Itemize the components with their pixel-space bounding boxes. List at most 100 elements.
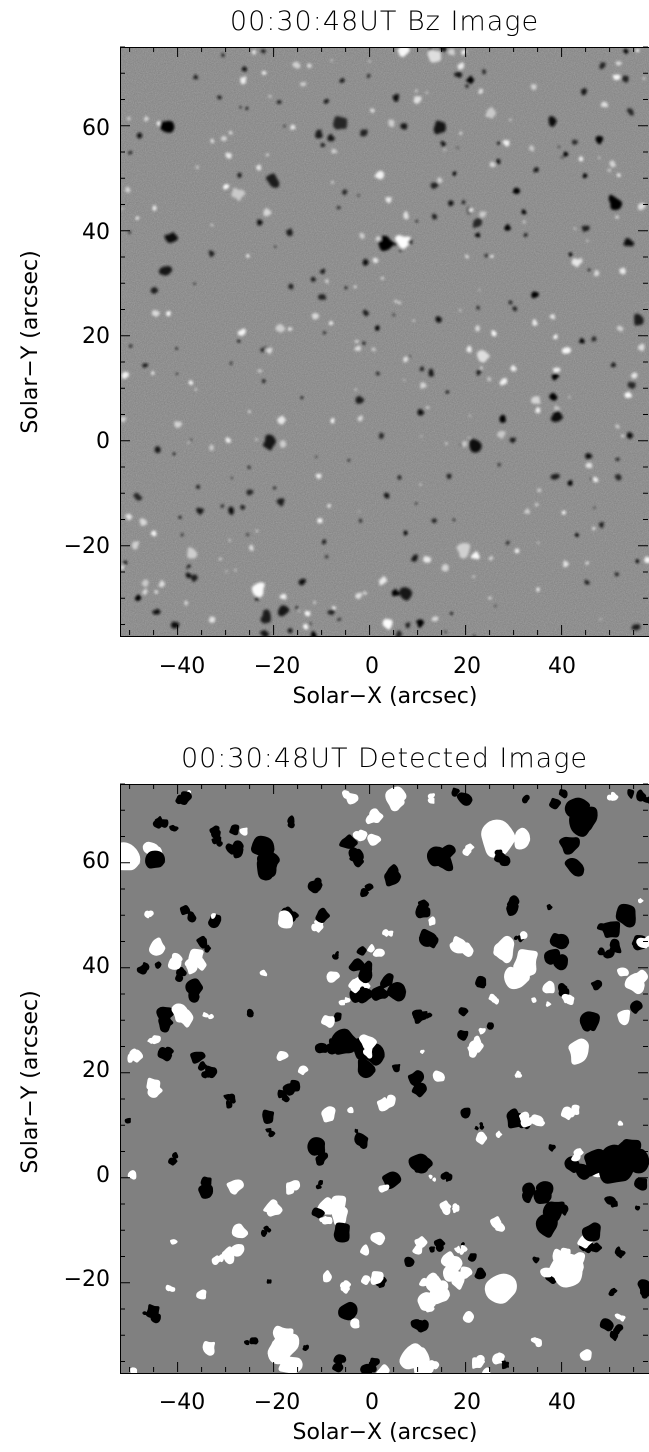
detected-positive-feature (385, 786, 408, 812)
negative-flux-element (336, 206, 341, 210)
detected-negative-feature (391, 1064, 401, 1073)
positive-flux-element (472, 575, 475, 578)
detected-positive-feature (376, 1364, 391, 1373)
positive-flux-element (585, 561, 590, 565)
negative-flux-element (635, 559, 639, 564)
detected-negative-feature (190, 1051, 209, 1071)
positive-flux-element (357, 415, 363, 422)
negative-flux-element (193, 74, 199, 80)
positive-flux-element (431, 616, 439, 622)
positive-flux-element (324, 279, 329, 284)
negative-flux-element (196, 484, 200, 489)
detected-negative-feature (608, 1287, 618, 1297)
detected-negative-feature (521, 794, 530, 804)
positive-flux-element (644, 556, 649, 564)
positive-flux-element (225, 152, 232, 159)
detected-negative-feature (501, 1360, 510, 1370)
positive-flux-element (510, 364, 518, 372)
y-axis-label: Solar−Y (arcsec) (18, 990, 43, 1173)
detected-negative-feature (175, 967, 187, 982)
detected-positive-feature (519, 931, 528, 940)
negative-flux-element (341, 189, 349, 196)
detected-features-graphic (121, 785, 649, 1373)
negative-flux-element (265, 173, 280, 188)
detected-image-panel: 00:30:48UT Detected Image −40 −20 0 20 4… (0, 736, 649, 1452)
detected-positive-feature (614, 1313, 626, 1322)
detected-positive-feature (367, 944, 386, 957)
negative-flux-element (158, 266, 173, 276)
positive-flux-element (237, 328, 246, 336)
positive-flux-element (561, 347, 572, 354)
negative-flux-element (508, 300, 513, 305)
detected-negative-feature (475, 975, 487, 989)
detected-positive-feature (428, 1174, 437, 1182)
negative-flux-element (433, 120, 446, 135)
negative-flux-element (220, 504, 225, 508)
detected-positive-feature (341, 790, 359, 805)
positive-flux-element (210, 138, 215, 144)
negative-flux-element (374, 325, 380, 331)
y-tick-label: 60 (82, 849, 110, 874)
positive-flux-element (523, 508, 530, 515)
negative-flux-element (440, 140, 446, 146)
negative-flux-element (217, 95, 222, 100)
negative-flux-element (473, 634, 476, 636)
positive-flux-element (142, 588, 148, 595)
positive-flux-element (382, 618, 393, 630)
detected-negative-feature (307, 877, 323, 894)
y-tick-label: 20 (82, 1058, 110, 1083)
detected-negative-feature (581, 1222, 601, 1242)
negative-flux-element (560, 156, 564, 159)
detected-positive-feature (579, 1349, 592, 1361)
positive-flux-element (585, 462, 593, 469)
negative-flux-element (175, 347, 178, 350)
detected-negative-feature (590, 1242, 603, 1253)
positive-flux-element (552, 367, 561, 373)
bz-magnetogram-graphic (121, 48, 649, 636)
positive-flux-element (139, 518, 148, 526)
positive-flux-element (502, 140, 510, 147)
positive-flux-element (158, 580, 166, 588)
detected-positive-feature (360, 1271, 384, 1286)
detected-negative-feature (543, 948, 568, 971)
negative-flux-element (452, 518, 456, 522)
detected-negative-feature (356, 946, 368, 956)
positive-flux-element (302, 623, 309, 630)
detected-positive-feature (127, 1048, 144, 1063)
negative-flux-element (246, 489, 254, 496)
negative-flux-element (590, 477, 592, 481)
positive-flux-element (125, 186, 131, 193)
negative-flux-element (435, 316, 443, 323)
negative-flux-element (430, 182, 440, 189)
negative-flux-element (123, 560, 128, 565)
positive-flux-element (369, 108, 376, 114)
positive-flux-element (586, 239, 589, 243)
detected-positive-feature (286, 1180, 301, 1195)
detected-positive-feature (147, 1035, 161, 1045)
negative-flux-element (585, 453, 593, 460)
positive-flux-element (121, 207, 124, 210)
positive-flux-element (624, 391, 633, 399)
negative-flux-element (593, 506, 596, 509)
detected-positive-feature (196, 1289, 207, 1300)
positive-flux-element (514, 548, 520, 554)
positive-flux-element (412, 319, 415, 323)
detected-negative-feature (266, 1279, 272, 1284)
detected-negative-feature (564, 797, 599, 837)
detected-negative-feature (549, 797, 562, 810)
negative-flux-element (571, 139, 579, 145)
positive-flux-element (131, 541, 140, 550)
positive-flux-element (188, 380, 194, 386)
negative-flux-element (237, 172, 242, 179)
positive-flux-element (290, 124, 296, 131)
negative-flux-element (399, 249, 402, 252)
negative-flux-element (164, 232, 179, 244)
positive-flux-element (246, 254, 250, 258)
detected-negative-feature (428, 1238, 446, 1253)
positive-flux-element (385, 197, 392, 203)
negative-flux-element (319, 268, 326, 275)
detected-positive-feature (184, 948, 204, 968)
detected-negative-feature (506, 895, 520, 916)
negative-flux-element (474, 232, 481, 238)
positive-flux-element (616, 325, 624, 332)
